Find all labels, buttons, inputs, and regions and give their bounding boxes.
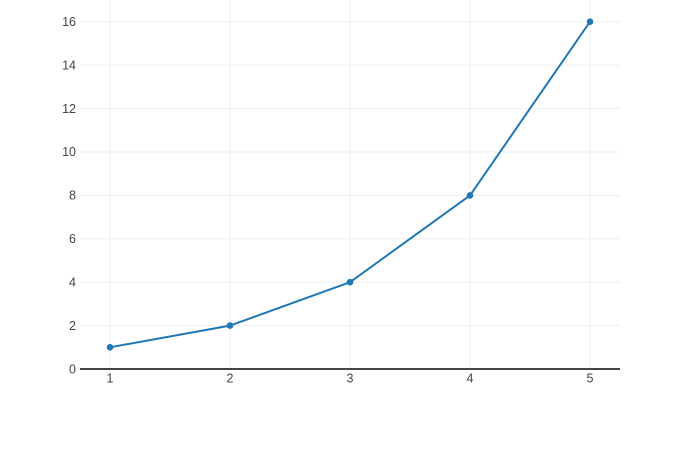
x-tick-label: 4 <box>467 372 474 386</box>
gridlines-group <box>80 0 620 369</box>
y-tick-label: 2 <box>69 319 76 333</box>
y-tick-label: 6 <box>69 232 76 246</box>
data-point-marker[interactable] <box>106 344 114 351</box>
y-tick-label: 8 <box>69 189 76 203</box>
x-axis-labels-group: 1 2 3 4 5 <box>107 372 594 386</box>
y-tick-label: 0 <box>69 362 76 376</box>
y-tick-label: 10 <box>62 145 76 159</box>
x-tick-label: 1 <box>107 372 114 386</box>
y-tick-label: 16 <box>62 15 76 29</box>
data-point-marker[interactable] <box>226 322 234 329</box>
x-tick-label: 3 <box>347 372 354 386</box>
x-tick-label: 5 <box>587 372 594 386</box>
x-tick-label: 2 <box>227 372 234 386</box>
y-tick-label: 12 <box>62 102 76 116</box>
data-point-marker[interactable] <box>466 192 474 199</box>
markers-group <box>106 18 594 351</box>
y-tick-label: 14 <box>62 58 76 72</box>
y-tick-label: 4 <box>69 276 76 290</box>
data-point-marker[interactable] <box>586 18 594 26</box>
y-axis-labels-group: 0 2 4 6 8 10 12 14 16 <box>62 15 76 376</box>
data-point-marker[interactable] <box>346 278 354 286</box>
